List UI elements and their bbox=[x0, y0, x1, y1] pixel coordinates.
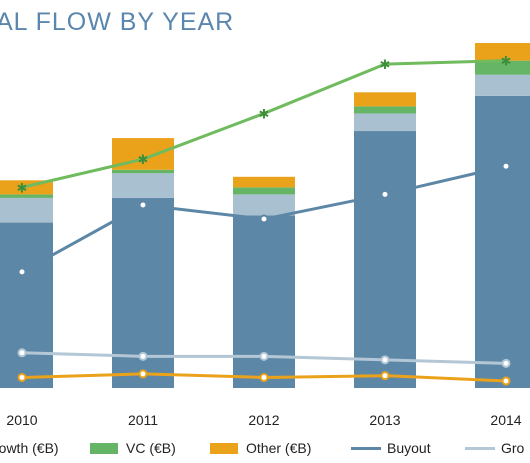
line-0-point-2014: ✱ bbox=[501, 54, 512, 69]
line-1-point-2014 bbox=[501, 161, 511, 171]
legend-item-buyout: Buyout bbox=[351, 440, 431, 456]
line-0-point-2010: ✱ bbox=[17, 180, 28, 195]
bar-2012-seg-2 bbox=[233, 187, 295, 195]
bar-2010-seg-1 bbox=[0, 197, 53, 223]
legend-label-other: Other (€B) bbox=[246, 440, 312, 456]
line-2-point-2013 bbox=[380, 355, 390, 365]
line-3-point-2012 bbox=[259, 372, 269, 382]
chart-title: AL FLOW BY YEAR bbox=[0, 8, 235, 36]
bar-2013-seg-3 bbox=[354, 92, 416, 107]
legend-label-gro: Gro bbox=[501, 440, 525, 456]
legend-item-gro: Gro bbox=[465, 440, 524, 456]
x-tick-2013: 2013 bbox=[369, 412, 400, 428]
line-1-point-2013 bbox=[380, 189, 390, 199]
line-series-0 bbox=[21, 59, 507, 189]
legend-label-vc: VC (€B) bbox=[126, 440, 176, 456]
x-tick-2012: 2012 bbox=[248, 412, 279, 428]
bar-2013-seg-2 bbox=[354, 106, 416, 114]
legend-swatch-vc bbox=[90, 442, 118, 454]
bar-2014-seg-1 bbox=[475, 74, 530, 96]
line-2-point-2010 bbox=[17, 348, 27, 358]
line-0-point-2011: ✱ bbox=[138, 152, 149, 167]
bar-2012-seg-3 bbox=[233, 176, 295, 188]
bar-2011-seg-1 bbox=[112, 173, 174, 198]
line-1-point-2010 bbox=[17, 267, 27, 277]
line-1-point-2012 bbox=[259, 214, 269, 224]
chart-plot: ✱ ✱ ✱ ✱ ✱ 2010 2011 2012 2013 2014 bbox=[0, 43, 530, 428]
line-2-point-2014 bbox=[501, 358, 511, 368]
line-3-point-2011 bbox=[138, 369, 148, 379]
line-2-point-2012 bbox=[259, 351, 269, 361]
line-0-point-2013: ✱ bbox=[380, 57, 391, 72]
bar-2011-seg-2 bbox=[112, 169, 174, 174]
legend-line-gro bbox=[465, 446, 495, 450]
bar-2012-seg-1 bbox=[233, 194, 295, 216]
legend-item-other: Other (€B) bbox=[210, 440, 311, 456]
bar-2014-seg-3 bbox=[475, 43, 530, 61]
legend-label-buyout: Buyout bbox=[387, 440, 431, 456]
legend-line-buyout bbox=[351, 446, 381, 450]
line-0-point-2012: ✱ bbox=[259, 106, 270, 121]
bar-2014-seg-2 bbox=[475, 60, 530, 75]
bar-2010-seg-0 bbox=[0, 222, 53, 388]
line-1-point-2011 bbox=[138, 200, 148, 210]
legend-label-growth: rowth (€B) bbox=[0, 440, 59, 456]
line-3-point-2014 bbox=[501, 376, 511, 386]
bar-2014-seg-0 bbox=[475, 95, 530, 388]
bar-2010-seg-2 bbox=[0, 194, 53, 198]
line-2-point-2011 bbox=[138, 351, 148, 361]
legend-item-vc: VC (€B) bbox=[90, 440, 176, 456]
bar-2012-seg-0 bbox=[233, 215, 295, 388]
chart-legend: rowth (€B) VC (€B) Other (€B) Buyout Gro bbox=[0, 440, 530, 463]
bar-2013-seg-1 bbox=[354, 113, 416, 132]
legend-swatch-other bbox=[210, 442, 238, 454]
x-tick-2014: 2014 bbox=[490, 412, 521, 428]
x-tick-2010: 2010 bbox=[6, 412, 37, 428]
x-tick-2011: 2011 bbox=[128, 412, 158, 428]
legend-item-growth: rowth (€B) bbox=[0, 440, 59, 456]
bar-2013-seg-0 bbox=[354, 131, 416, 389]
line-3-point-2010 bbox=[17, 372, 27, 382]
line-3-point-2013 bbox=[380, 371, 390, 381]
